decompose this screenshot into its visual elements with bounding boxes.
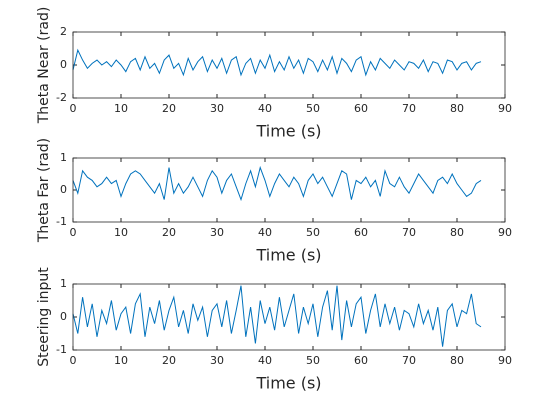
x-tick-label: 60 xyxy=(354,354,368,367)
y-tick-label: 0 xyxy=(60,310,67,323)
x-tick-label: 10 xyxy=(114,226,128,239)
x-tick-label: 80 xyxy=(450,354,464,367)
axes-box xyxy=(72,157,506,223)
axes-background xyxy=(73,284,505,350)
y-tick-label: 1 xyxy=(60,277,67,290)
x-tick-label: 40 xyxy=(258,226,272,239)
x-tick-label: 90 xyxy=(498,102,512,115)
axes-background xyxy=(73,158,505,222)
y-tick-label: -2 xyxy=(56,91,67,104)
x-tick-label: 20 xyxy=(162,354,176,367)
x-tick-label: 50 xyxy=(306,102,320,115)
x-tick-label: 30 xyxy=(210,102,224,115)
y-axis-label: Theta Far (rad) xyxy=(36,138,52,243)
y-tick-label: -1 xyxy=(56,215,67,228)
x-tick-label: 50 xyxy=(306,226,320,239)
y-tick-label: -1 xyxy=(56,343,67,356)
y-axis-label: Theta Near (rad) xyxy=(36,7,52,125)
y-tick-label: 1 xyxy=(60,151,67,164)
x-tick-label: 40 xyxy=(258,354,272,367)
x-tick-label: 10 xyxy=(114,102,128,115)
x-tick-label: 80 xyxy=(450,102,464,115)
x-tick-label: 50 xyxy=(306,354,320,367)
data-line xyxy=(72,165,482,202)
axes-box xyxy=(72,283,506,351)
x-tick-label: 10 xyxy=(114,354,128,367)
x-axis-label: Time (s) xyxy=(255,246,321,265)
x-tick-label: 0 xyxy=(70,102,77,115)
x-tick-label: 90 xyxy=(498,354,512,367)
x-tick-label: 0 xyxy=(70,354,77,367)
x-tick-label: 60 xyxy=(354,226,368,239)
y-tick-label: 0 xyxy=(60,183,67,196)
y-tick-label: 2 xyxy=(60,25,67,38)
x-tick-label: 40 xyxy=(258,102,272,115)
x-tick-label: 70 xyxy=(402,354,416,367)
x-tick-label: 20 xyxy=(162,226,176,239)
x-tick-label: 70 xyxy=(402,102,416,115)
x-tick-label: 60 xyxy=(354,102,368,115)
x-tick-label: 90 xyxy=(498,226,512,239)
x-axis-label: Time (s) xyxy=(255,122,321,141)
y-tick-label: 0 xyxy=(60,58,67,71)
data-line xyxy=(72,285,482,347)
x-tick-label: 20 xyxy=(162,102,176,115)
x-axis-label: Time (s) xyxy=(255,374,321,393)
data-line xyxy=(72,48,482,77)
x-tick-label: 30 xyxy=(210,226,224,239)
x-tick-label: 30 xyxy=(210,354,224,367)
axes-background xyxy=(73,32,505,98)
x-tick-label: 80 xyxy=(450,226,464,239)
x-tick-label: 70 xyxy=(402,226,416,239)
x-tick-label: 0 xyxy=(70,226,77,239)
axes-box xyxy=(72,31,506,99)
y-axis-label: Steering input xyxy=(36,267,52,367)
